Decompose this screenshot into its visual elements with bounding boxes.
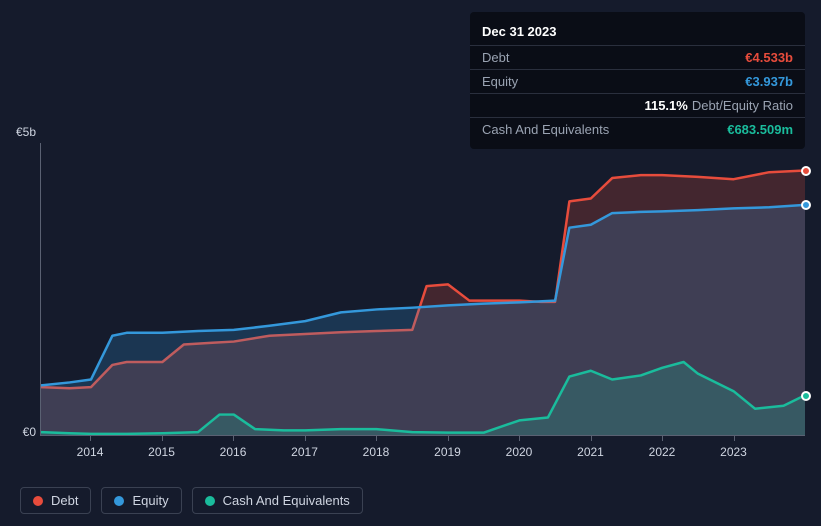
chart-area: €5b €0 201420152016201720182019202020212… xyxy=(20,115,805,465)
tooltip-row-value: €4.533b xyxy=(745,50,793,65)
y-axis-label-bottom: €0 xyxy=(6,425,36,439)
x-tick-line xyxy=(233,436,234,441)
tooltip-row-label: Cash And Equivalents xyxy=(482,122,609,137)
tooltip-row: Debt €4.533b xyxy=(470,45,805,69)
chart-container: { "tooltip": { "date": "Dec 31 2023", "r… xyxy=(0,0,821,526)
x-tick-line xyxy=(376,436,377,441)
x-tick-label: 2016 xyxy=(220,445,247,459)
x-tick-label: 2014 xyxy=(77,445,104,459)
x-tick-label: 2021 xyxy=(577,445,604,459)
x-tick-line xyxy=(448,436,449,441)
legend: Debt Equity Cash And Equivalents xyxy=(20,487,363,514)
tooltip-row-label: Debt xyxy=(482,50,509,65)
x-tick-line xyxy=(519,436,520,441)
tooltip-row-label: Equity xyxy=(482,74,518,89)
legend-item[interactable]: Cash And Equivalents xyxy=(192,487,363,514)
legend-dot-icon xyxy=(205,496,215,506)
x-tick-line xyxy=(591,436,592,441)
legend-label: Cash And Equivalents xyxy=(223,493,350,508)
x-tick-line xyxy=(162,436,163,441)
x-tick-label: 2022 xyxy=(649,445,676,459)
tooltip-row: Equity €3.937b xyxy=(470,69,805,93)
tooltip-row: Cash And Equivalents €683.509m xyxy=(470,117,805,141)
x-tick-line xyxy=(662,436,663,441)
x-tick-line xyxy=(90,436,91,441)
legend-dot-icon xyxy=(114,496,124,506)
x-tick-label: 2020 xyxy=(506,445,533,459)
tooltip-row-extra: Debt/Equity Ratio xyxy=(692,98,793,113)
x-tick-label: 2023 xyxy=(720,445,747,459)
tooltip-row-value: €683.509m xyxy=(727,122,793,137)
series-end-marker xyxy=(801,391,811,401)
tooltip-date: Dec 31 2023 xyxy=(470,20,805,45)
legend-item[interactable]: Equity xyxy=(101,487,181,514)
series-end-marker xyxy=(801,166,811,176)
x-tick-label: 2019 xyxy=(434,445,461,459)
tooltip-panel: Dec 31 2023 Debt €4.533b Equity €3.937b 115.… xyxy=(470,12,805,149)
tooltip-row-value: €3.937b xyxy=(745,74,793,89)
tooltip-row: 115.1%Debt/Equity Ratio xyxy=(470,93,805,117)
x-tick-line xyxy=(734,436,735,441)
y-axis-label-top: €5b xyxy=(6,125,36,139)
legend-item[interactable]: Debt xyxy=(20,487,91,514)
x-tick-label: 2017 xyxy=(291,445,318,459)
x-axis: 2014 2015 2016 2017 2018 2019 2020 2021 2022 2023 xyxy=(40,441,805,461)
series-end-marker xyxy=(801,200,811,210)
tooltip-row-value: 115.1%Debt/Equity Ratio xyxy=(644,98,793,113)
legend-label: Debt xyxy=(51,493,78,508)
x-tick-label: 2018 xyxy=(363,445,390,459)
x-tick-line xyxy=(305,436,306,441)
plot-area[interactable] xyxy=(40,143,805,436)
x-tick-label: 2015 xyxy=(148,445,175,459)
legend-label: Equity xyxy=(132,493,168,508)
legend-dot-icon xyxy=(33,496,43,506)
